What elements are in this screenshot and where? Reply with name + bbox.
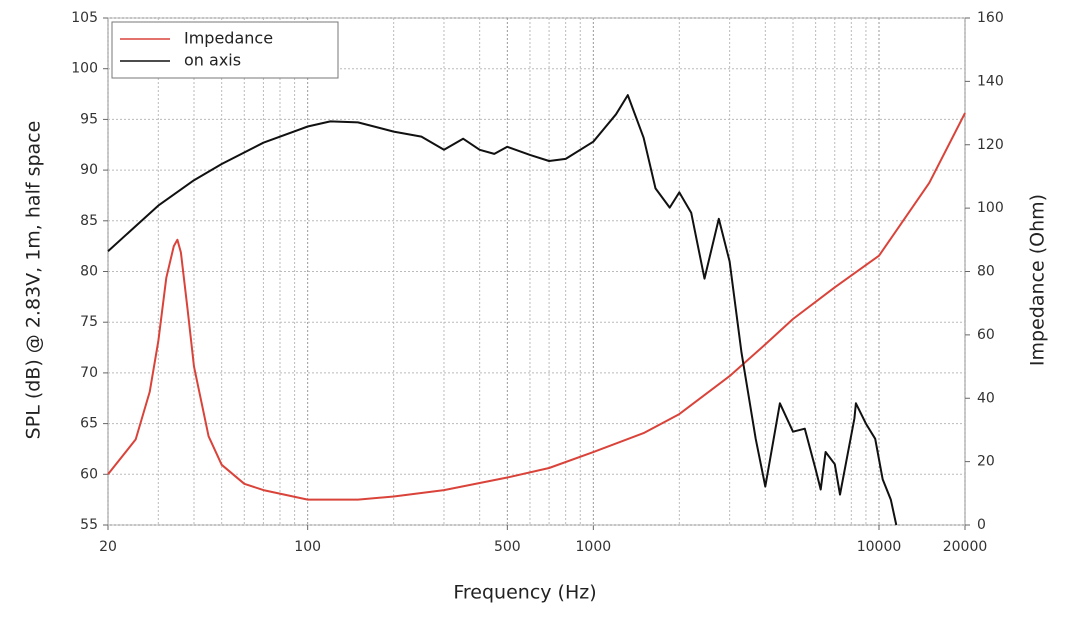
y2-tick-label: 120: [977, 137, 1004, 153]
y-tick-label: 105: [71, 10, 98, 26]
y-tick-label: 95: [80, 111, 98, 127]
y-tick-label: 85: [80, 213, 98, 229]
x-tick-label: 500: [494, 539, 521, 555]
y2-tick-label: 140: [977, 73, 1004, 89]
y-tick-label: 55: [80, 517, 98, 533]
y2-tick-label: 100: [977, 200, 1004, 216]
y2-tick-label: 160: [977, 10, 1004, 26]
y2-tick-label: 60: [977, 327, 995, 343]
y2-tick-label: 80: [977, 264, 995, 280]
y-tick-label: 70: [80, 365, 98, 381]
y-tick-label: 65: [80, 416, 98, 432]
y-tick-label: 60: [80, 466, 98, 482]
x-tick-label: 1000: [576, 539, 612, 555]
y-tick-label: 90: [80, 162, 98, 178]
x-axis-title: Frequency (Hz): [453, 582, 596, 604]
legend-box: [111, 21, 339, 79]
x-tick-label: 10000: [857, 539, 902, 555]
series-line: [107, 112, 966, 501]
y-tick-label: 75: [80, 314, 98, 330]
x-tick-label: 20: [99, 539, 117, 555]
legend-label: Impedance: [184, 29, 273, 48]
y2-tick-label: 0: [977, 517, 986, 533]
legend-label: on axis: [184, 51, 241, 70]
series-line: [107, 94, 898, 526]
y2-tick-label: 40: [977, 390, 995, 406]
y-tick-label: 80: [80, 264, 98, 280]
x-tick-label: 20000: [943, 539, 988, 555]
y2-tick-label: 20: [977, 454, 995, 470]
x-tick-label: 100: [294, 539, 321, 555]
y2-axis-title: Impedance (Ohm): [1027, 194, 1049, 366]
y-tick-label: 100: [71, 61, 98, 77]
y-axis-title: SPL (dB) @ 2.83V, 1m, half space: [23, 121, 45, 440]
